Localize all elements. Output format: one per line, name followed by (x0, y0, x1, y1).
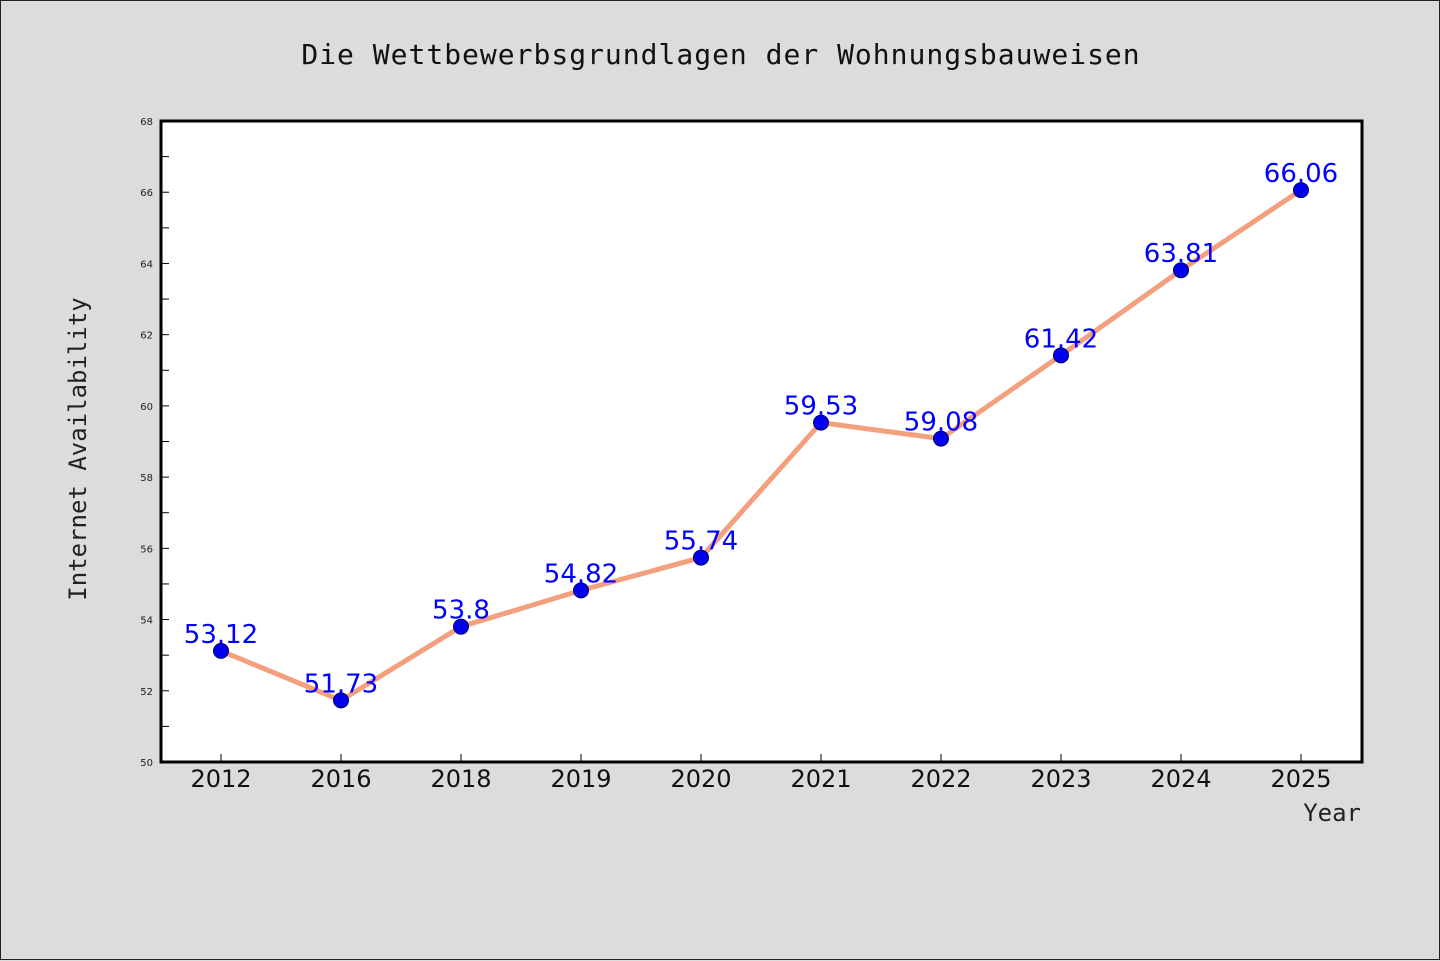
x-tick-label: 2023 (1030, 765, 1091, 793)
data-point (333, 692, 349, 709)
data-point (1053, 347, 1069, 364)
x-tick-label: 2020 (670, 765, 731, 793)
data-label: 53.12 (184, 620, 258, 650)
data-label: 63.81 (1144, 239, 1218, 269)
data-label: 51.73 (304, 669, 378, 699)
data-point (453, 618, 469, 635)
y-tick-label: 52 (140, 687, 153, 698)
data-labels-group: 53.12 51.73 53.8 54.82 55.74 59.53 59.08 61.42 6… (184, 159, 1338, 699)
y-tick-label: 62 (140, 331, 153, 342)
series-group (213, 182, 1309, 709)
data-label: 54.82 (544, 559, 618, 589)
y-tick-label: 50 (140, 758, 153, 769)
series-line (218, 187, 1304, 703)
data-point (573, 582, 589, 599)
y-tick-label: 60 (140, 402, 153, 413)
x-axis-label: Year (1303, 799, 1361, 827)
data-label: 53.8 (432, 596, 490, 626)
x-axis: 2012 2016 2018 2019 2020 2021 2022 2023 2024 2025 (190, 754, 1332, 793)
data-point (213, 642, 229, 659)
plot-area (161, 121, 1362, 762)
data-point (933, 430, 949, 447)
data-label: 61.42 (1024, 324, 1098, 354)
data-point (1293, 182, 1309, 199)
data-label: 55.74 (664, 527, 738, 557)
x-tick-label: 2024 (1150, 765, 1211, 793)
y-tick-label: 54 (140, 616, 153, 627)
data-point (813, 414, 829, 431)
x-tick-label: 2016 (310, 765, 371, 793)
y-tick-label: 68 (140, 117, 153, 128)
y-axis-label: Internet Availability (64, 297, 92, 600)
data-label: 59.53 (784, 392, 858, 422)
y-axis: 50 52 54 56 58 60 62 64 66 68 (140, 117, 169, 769)
x-tick-label: 2019 (550, 765, 611, 793)
x-tick-label: 2012 (190, 765, 251, 793)
data-point (693, 549, 709, 566)
y-tick-label: 58 (140, 473, 153, 484)
x-tick-label: 2018 (430, 765, 491, 793)
y-tick-label: 66 (140, 188, 153, 199)
x-tick-label: 2021 (790, 765, 851, 793)
x-tick-label: 2025 (1270, 765, 1331, 793)
data-label: 66.06 (1264, 159, 1338, 189)
data-label: 59.08 (904, 408, 978, 438)
data-point (1173, 262, 1189, 279)
plot-border (159, 119, 1364, 764)
y-tick-label: 64 (140, 259, 153, 270)
chart-title: Die Wettbewerbsgrundlagen der Wohnungsba… (301, 38, 1140, 71)
y-tick-label: 56 (140, 544, 153, 555)
x-tick-label: 2022 (910, 765, 971, 793)
